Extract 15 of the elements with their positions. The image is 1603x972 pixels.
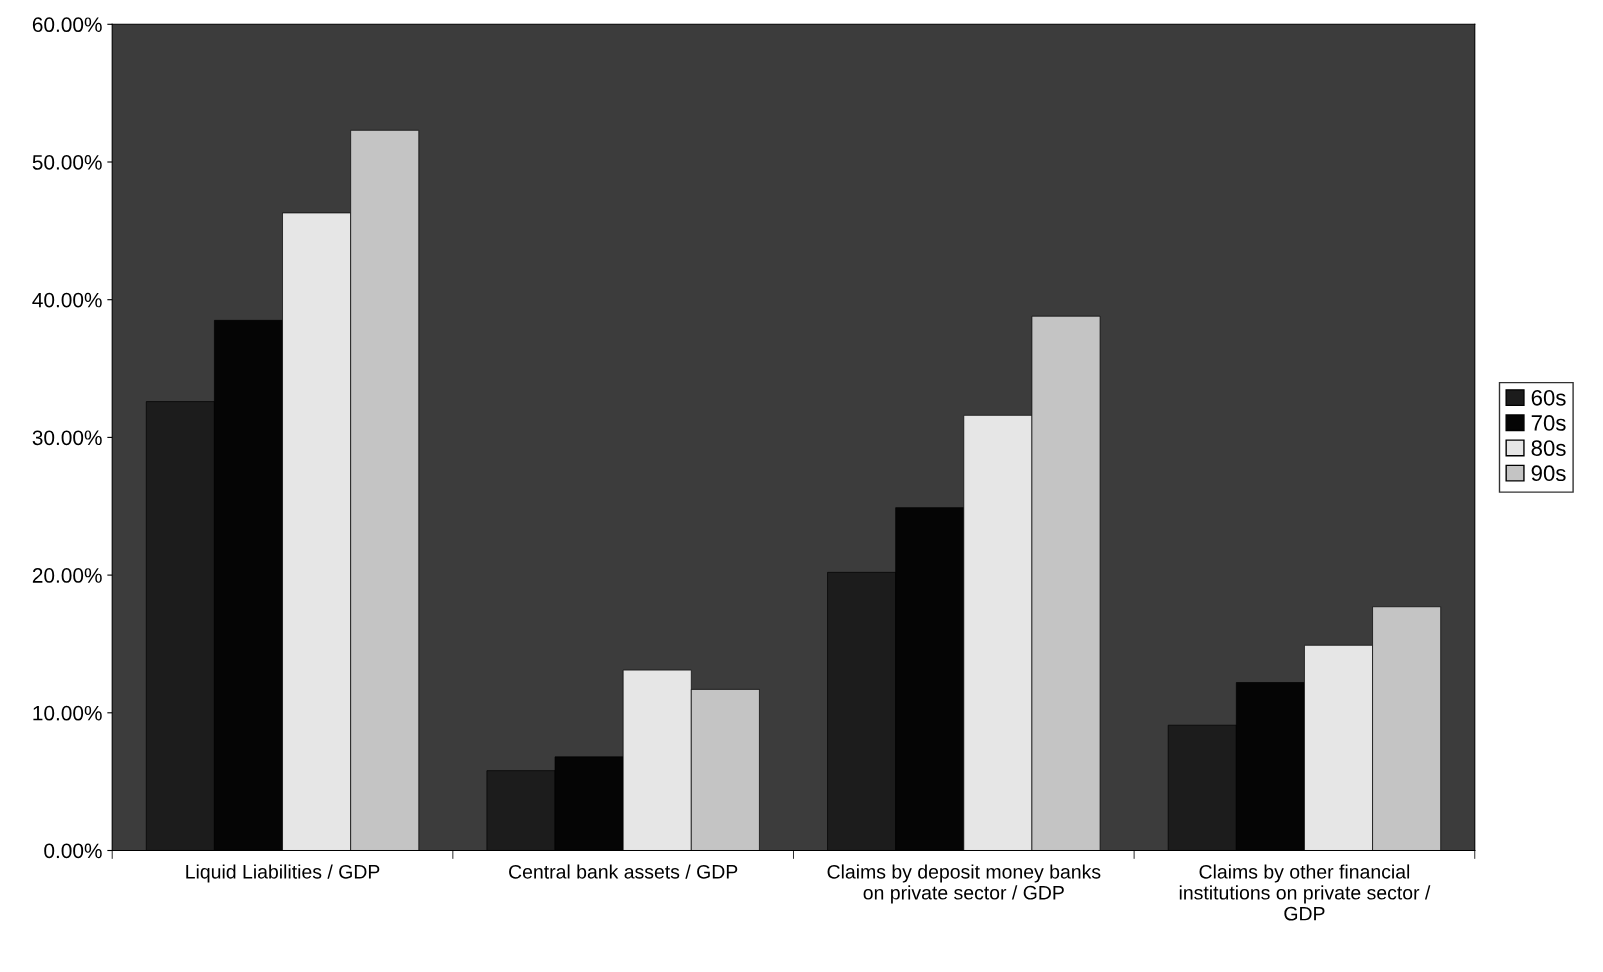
y-tick-label: 60.00% <box>32 17 102 33</box>
x-tick-label: Claims by deposit money banks on private sector / GDP <box>827 864 1101 904</box>
legend-label: 60s <box>1531 389 1566 406</box>
y-tick-label: 0.00% <box>44 843 102 859</box>
y-tick-label: 50.00% <box>32 155 102 170</box>
legend-label: 90s <box>1531 465 1566 482</box>
x-tick-label: Claims by other financial institutions on private sector / GDP <box>1179 864 1431 921</box>
legend-label: 70s <box>1531 415 1566 431</box>
legend-label: 80s <box>1531 440 1566 456</box>
x-tick-label: Liquid Liabilities / GDP <box>186 864 380 883</box>
x-tick-label: Central bank assets / GDP <box>509 864 738 879</box>
y-tick-label: 30.00% <box>32 430 102 446</box>
y-tick-label: 20.00% <box>32 568 102 583</box>
y-tick-label: 10.00% <box>33 705 102 721</box>
y-tick-label: 40.00% <box>32 292 102 308</box>
